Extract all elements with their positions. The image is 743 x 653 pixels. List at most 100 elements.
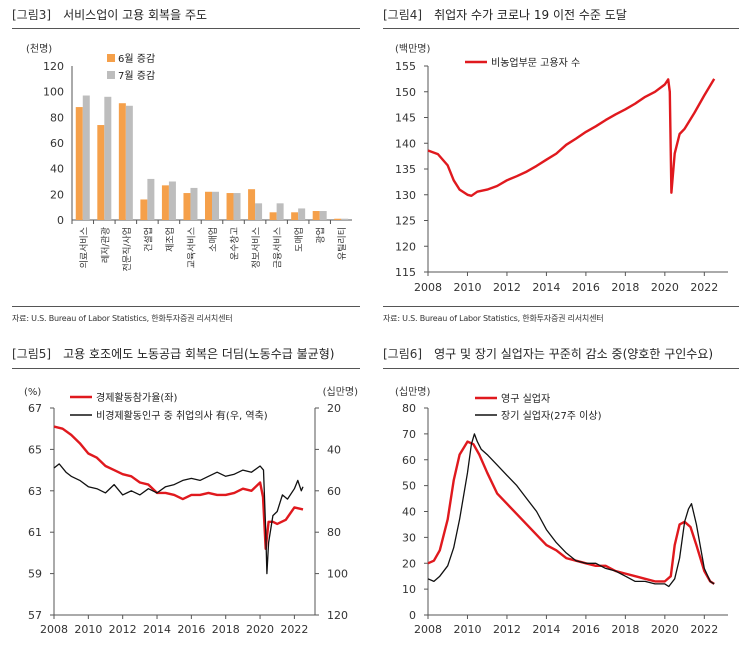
chart-figure4: (백만명) 115 120 125 130 135 140 145 150 155 2008 2010… bbox=[395, 43, 728, 294]
bar-june bbox=[291, 212, 299, 220]
x-tick-label: 2012 bbox=[493, 281, 521, 294]
bar-june bbox=[75, 107, 83, 220]
y-tick-label: 100 bbox=[43, 86, 64, 99]
y-tick-label: 10 bbox=[402, 583, 416, 596]
y-tick-label-right: 60 bbox=[327, 485, 341, 498]
bar-july bbox=[147, 178, 155, 220]
legend-label: 비경제활동인구 중 취업의사 有(우, 역축) bbox=[96, 409, 268, 422]
bar-july bbox=[298, 208, 306, 220]
bar-july bbox=[319, 211, 327, 220]
bar-july bbox=[212, 191, 219, 220]
category-label: 제조업 bbox=[165, 227, 176, 252]
x-tick-label: 2022 bbox=[690, 623, 718, 636]
y-tick-label-right: 100 bbox=[327, 568, 348, 581]
x-tick-label: 2022 bbox=[280, 623, 308, 636]
series-line bbox=[53, 463, 304, 575]
x-tick-label: 2018 bbox=[212, 623, 240, 636]
x-tick-label: 2020 bbox=[651, 623, 679, 636]
y-tick-label: 20 bbox=[50, 188, 64, 201]
x-tick-label: 2012 bbox=[109, 623, 137, 636]
x-tick-label: 2018 bbox=[611, 281, 639, 294]
legend-swatch bbox=[107, 71, 115, 79]
series-line bbox=[427, 433, 715, 588]
source-note: 자료: U.S. Bureau of Labor Statistics, 한화투… bbox=[383, 314, 604, 323]
chart-figure5: (%) (십만명) 57 59 61 63 65 67 20 40 60 80 100 120 2008 20… bbox=[24, 386, 359, 636]
legend-label: 6월 증감 bbox=[118, 53, 155, 65]
y-tick-label-right: 40 bbox=[327, 443, 341, 456]
y-tick-label-left: 63 bbox=[28, 485, 42, 498]
y-tick-label: 115 bbox=[395, 266, 416, 279]
y-tick-label: 50 bbox=[402, 480, 416, 493]
bar-june bbox=[183, 193, 191, 220]
x-tick-label: 2020 bbox=[246, 623, 274, 636]
y-tick-label-right: 120 bbox=[327, 609, 348, 622]
x-tick-label: 2008 bbox=[414, 623, 442, 636]
legend-label: 7월 증감 bbox=[118, 70, 155, 82]
y-tick-label: 60 bbox=[50, 137, 64, 150]
bar-june bbox=[312, 211, 320, 220]
x-tick-label: 2012 bbox=[493, 623, 521, 636]
category-label: 유틸리티 bbox=[337, 227, 348, 260]
y-axis-unit: (백만명) bbox=[395, 43, 431, 55]
x-tick-label: 2014 bbox=[532, 281, 560, 294]
y-tick-label: 20 bbox=[402, 557, 416, 570]
bar-july bbox=[168, 181, 176, 220]
legend-swatch bbox=[107, 54, 115, 62]
chart-figure3: (천명) 0 20 40 60 80 100 120 의료서비스 레저/관광 전문직/사업 건설업 제조… bbox=[26, 43, 352, 271]
y-tick-label-right: 80 bbox=[327, 526, 341, 539]
y-axis-unit: (십만명) bbox=[395, 386, 431, 398]
category-label: 교육서비스 bbox=[186, 227, 197, 268]
x-tick-label: 2022 bbox=[690, 281, 718, 294]
series-line bbox=[53, 425, 304, 550]
panel-figure3: [그림3] 서비스업이 고용 회복을 주도 (천명) 0 20 40 60 80 100 120… bbox=[12, 6, 360, 326]
y-tick-label: 40 bbox=[50, 163, 64, 176]
y-tick-label: 125 bbox=[395, 215, 416, 228]
x-tick-label: 2010 bbox=[453, 281, 481, 294]
bar-july bbox=[190, 187, 198, 220]
y-tick-label-left: 59 bbox=[28, 568, 42, 581]
y-tick-label: 30 bbox=[402, 531, 416, 544]
category-label: 도매업 bbox=[294, 227, 305, 252]
y-tick-label: 0 bbox=[57, 214, 64, 227]
source-rule bbox=[12, 306, 360, 307]
x-tick-label: 2020 bbox=[651, 281, 679, 294]
category-label: 운수창고 bbox=[230, 227, 241, 260]
y-tick-label: 120 bbox=[43, 60, 64, 73]
title-rule bbox=[383, 28, 739, 29]
y-tick-label: 60 bbox=[402, 454, 416, 467]
x-tick-label: 2016 bbox=[572, 281, 600, 294]
title-rule bbox=[12, 28, 360, 29]
bar-june bbox=[97, 125, 105, 220]
x-tick-label: 2008 bbox=[414, 281, 442, 294]
y-axis-unit-right: (십만명) bbox=[323, 386, 359, 398]
bar-july bbox=[233, 193, 241, 220]
y-tick-label: 130 bbox=[395, 189, 416, 202]
x-tick-label: 2016 bbox=[177, 623, 205, 636]
bar-june bbox=[226, 193, 234, 220]
x-tick-label: 2010 bbox=[453, 623, 481, 636]
category-label: 광업 bbox=[315, 227, 327, 244]
bar-june bbox=[248, 189, 256, 220]
series-line bbox=[427, 78, 716, 197]
panel-title: [그림4] 취업자 수가 코로나 19 이전 수준 도달 bbox=[383, 8, 627, 22]
bar-july bbox=[276, 203, 284, 220]
panel-figure5: [그림5] 고용 호조에도 노동공급 회복은 더딤(노동수급 불균형) (%) (십… bbox=[12, 345, 360, 650]
y-tick-label-left: 61 bbox=[28, 526, 42, 539]
y-tick-label-right: 20 bbox=[327, 402, 341, 415]
bar-june bbox=[161, 185, 169, 220]
bar-june bbox=[118, 103, 126, 220]
bar-june bbox=[205, 191, 212, 220]
series-line bbox=[427, 440, 715, 585]
category-label: 의료서비스 bbox=[79, 227, 90, 268]
y-tick-label-left: 65 bbox=[28, 443, 42, 456]
y-tick-label-left: 57 bbox=[28, 609, 42, 622]
y-tick-label: 120 bbox=[395, 240, 416, 253]
y-tick-label: 150 bbox=[395, 86, 416, 99]
y-tick-label: 40 bbox=[402, 506, 416, 519]
y-tick-label-left: 67 bbox=[28, 402, 42, 415]
y-tick-label: 145 bbox=[395, 112, 416, 125]
bar-june bbox=[269, 212, 277, 220]
bar-july bbox=[104, 96, 112, 220]
panel-title: [그림6] 영구 및 장기 실업자는 꾸준히 감소 중(양호한 구인수요) bbox=[383, 347, 714, 361]
y-axis-unit-left: (%) bbox=[24, 387, 41, 398]
